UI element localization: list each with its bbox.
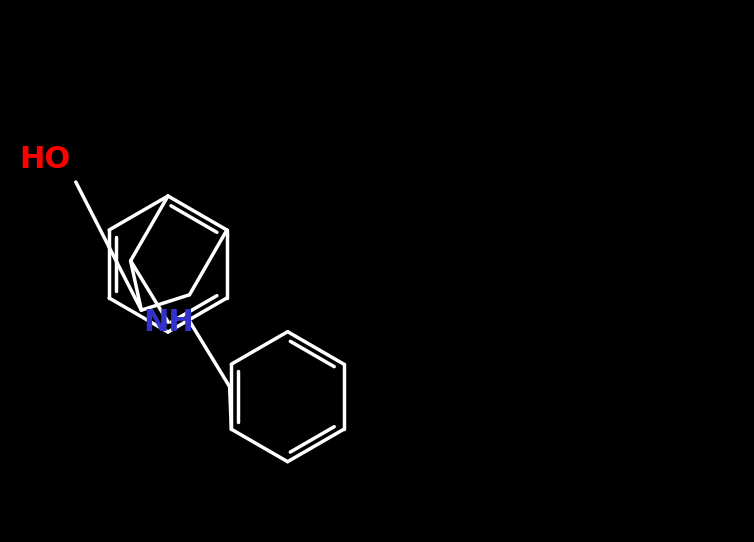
Text: NH: NH — [143, 308, 194, 337]
Text: HO: HO — [20, 145, 71, 174]
